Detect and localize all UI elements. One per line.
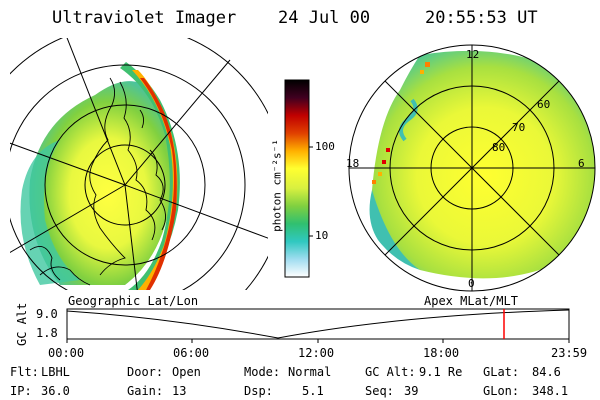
timeline-ticks bbox=[66, 339, 570, 343]
mlat-label-60: 60 bbox=[537, 98, 551, 111]
mlat-label-80: 80 bbox=[492, 141, 506, 154]
timeline-ytick-low: 1.8 bbox=[36, 326, 58, 340]
colorbar-ticks bbox=[309, 146, 313, 237]
coastlines bbox=[29, 77, 166, 286]
colorbar bbox=[284, 79, 310, 278]
timeline-xtick-0600: 06:00 bbox=[173, 346, 210, 360]
polar-grid bbox=[348, 44, 596, 292]
right-map-caption: Apex MLat/MLT bbox=[424, 294, 518, 308]
dsp-value: 5.1 bbox=[302, 384, 324, 398]
left-map-caption: Geographic Lat/Lon bbox=[68, 294, 199, 308]
door-label: Door: bbox=[127, 365, 164, 379]
timeline-xtick-2359: 23:59 bbox=[551, 346, 588, 360]
door-value: Open bbox=[172, 365, 201, 379]
flt-label: Flt: bbox=[10, 365, 39, 379]
gain-value: 13 bbox=[172, 384, 187, 398]
mlt-label-6: 6 bbox=[578, 157, 585, 170]
mode-value: Normal bbox=[288, 365, 332, 379]
timeline-xtick-0000: 00:00 bbox=[48, 346, 85, 360]
polar-dots bbox=[372, 62, 430, 184]
mlt-label-18: 18 bbox=[346, 157, 360, 170]
gcalt-label: GC Alt: bbox=[365, 365, 416, 379]
colorbar-tick-100: 100 bbox=[315, 140, 335, 153]
timeline-xtick-1800: 18:00 bbox=[423, 346, 460, 360]
timeline-ylabel: GC Alt bbox=[15, 302, 29, 346]
observation-date: 24 Jul 00 bbox=[278, 8, 371, 28]
gain-label: Gain: bbox=[127, 384, 164, 398]
geographic-grid bbox=[10, 38, 268, 290]
seq-label: Seq: bbox=[365, 384, 394, 398]
timeline-ytick-high: 9.0 bbox=[36, 307, 58, 321]
mlat-label-70: 70 bbox=[512, 121, 526, 134]
dsp-label: Dsp: bbox=[244, 384, 273, 398]
ip-label: IP: bbox=[10, 384, 32, 398]
instrument-title: Ultraviolet Imager bbox=[52, 8, 237, 28]
colorbar-unit-label: photon cm⁻²s⁻¹ bbox=[270, 139, 284, 232]
mlt-label-12: 12 bbox=[466, 48, 480, 61]
geographic-image bbox=[10, 38, 268, 290]
glat-value: 84.6 bbox=[532, 365, 561, 379]
observation-time: 20:55:53 UT bbox=[425, 8, 538, 28]
mlt-label-0: 0 bbox=[468, 277, 475, 290]
gcalt-value: 9.1 Re bbox=[419, 365, 463, 379]
ip-value: 36.0 bbox=[41, 384, 70, 398]
colorbar-tick-10: 10 bbox=[315, 229, 329, 242]
altitude-curve bbox=[66, 309, 570, 339]
seq-value: 39 bbox=[404, 384, 419, 398]
timeline-xtick-1200: 12:00 bbox=[298, 346, 335, 360]
glon-value: 348.1 bbox=[532, 384, 569, 398]
flt-value: LBHL bbox=[41, 365, 70, 379]
mode-label: Mode: bbox=[244, 365, 281, 379]
glon-label: GLon: bbox=[483, 384, 520, 398]
glat-label: GLat: bbox=[483, 365, 520, 379]
aurora-emission-area bbox=[371, 50, 595, 279]
